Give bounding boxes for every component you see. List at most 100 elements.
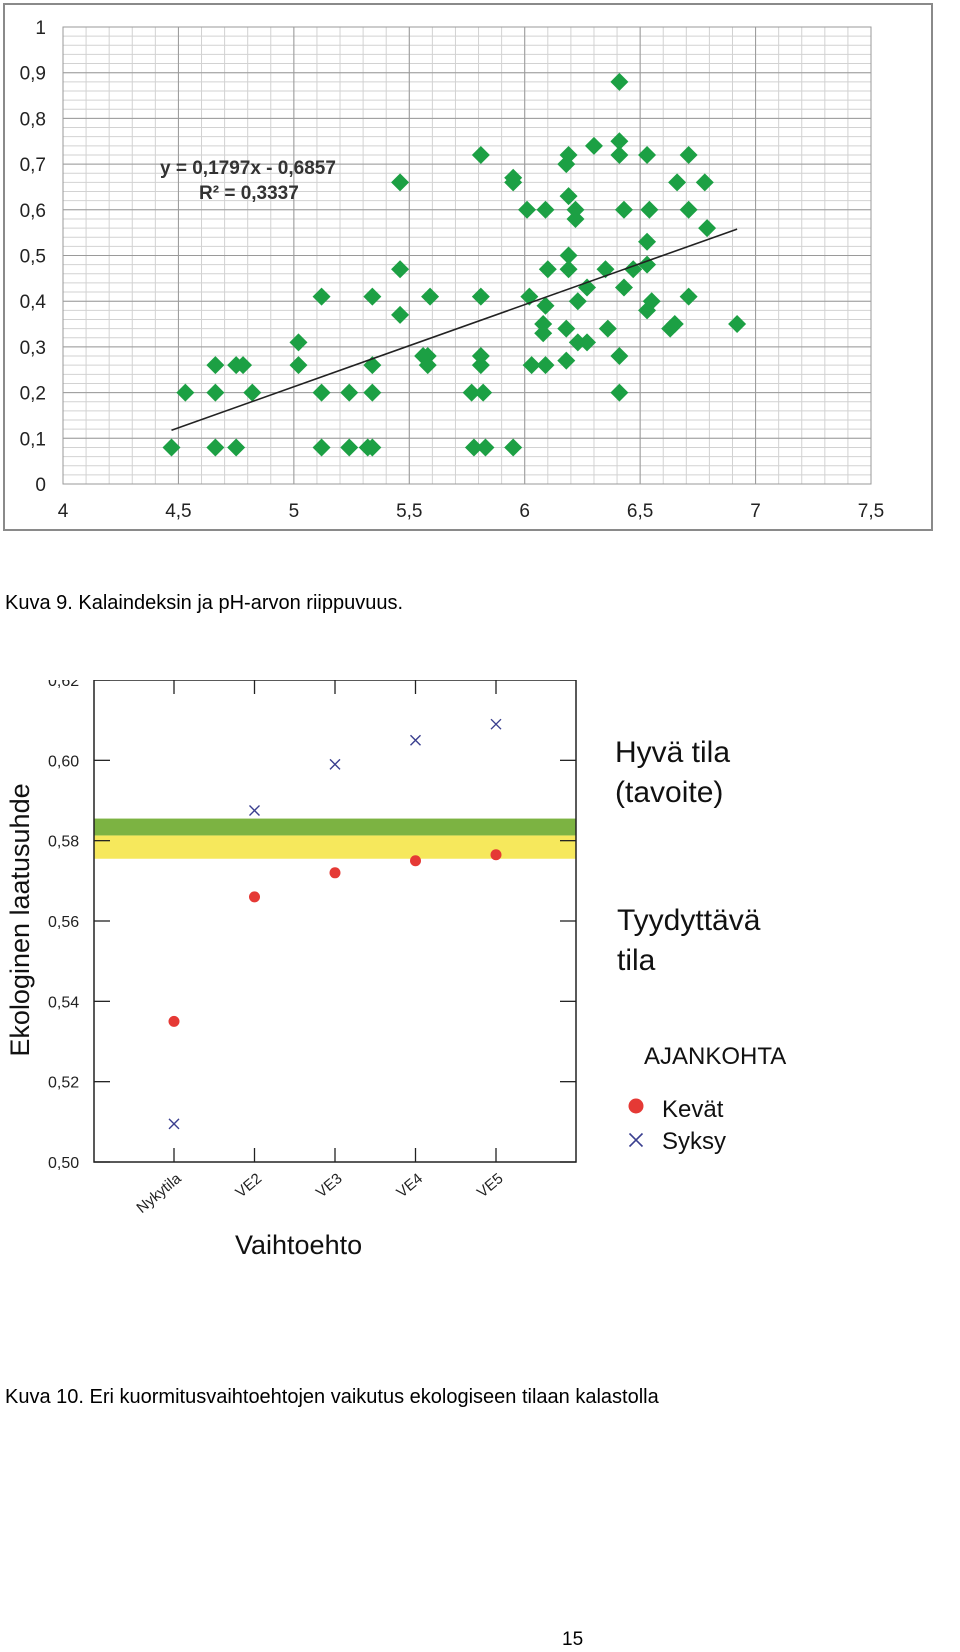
legend-kevat-label: Kevät	[662, 1096, 724, 1123]
data-point	[476, 438, 495, 457]
kevat-point	[249, 891, 260, 903]
data-point	[471, 145, 490, 164]
data-point	[610, 132, 629, 151]
data-point	[340, 383, 359, 402]
data-point	[471, 356, 490, 375]
chart-frame	[3, 3, 933, 531]
data-point	[504, 438, 523, 457]
data-point	[312, 287, 331, 306]
y-tick-label: 0	[35, 475, 46, 496]
data-point	[418, 356, 437, 375]
x-tick-label: VE4	[393, 1170, 426, 1201]
x-tick-label: 6	[519, 501, 530, 522]
x-tick-label: Nykytila	[133, 1170, 185, 1217]
y-tick-label: 0,54	[48, 994, 79, 1011]
data-point	[698, 219, 717, 238]
data-point	[391, 260, 410, 279]
data-point	[536, 356, 555, 375]
y-tick-label: 0,2	[20, 384, 46, 405]
data-point	[679, 145, 698, 164]
legend-syksy-marker	[628, 1132, 644, 1148]
data-point	[289, 356, 308, 375]
data-point	[462, 383, 481, 402]
data-point	[610, 383, 629, 402]
data-point	[566, 200, 585, 219]
data-point	[234, 356, 253, 375]
data-point	[534, 324, 553, 343]
data-point	[559, 187, 578, 206]
data-point	[340, 438, 359, 457]
data-point	[471, 347, 490, 366]
data-point	[559, 246, 578, 265]
x-tick-label: 4	[58, 501, 69, 522]
x-tick-label: VE2	[232, 1170, 265, 1201]
data-point	[418, 347, 437, 366]
x-tick-label: 6,5	[627, 501, 653, 522]
data-point	[610, 145, 629, 164]
data-point	[638, 232, 657, 251]
y-tick-label: 0,5	[20, 247, 46, 268]
y-tick-label: 0,4	[20, 292, 47, 313]
data-point	[578, 278, 597, 297]
data-point	[227, 438, 246, 457]
ph-fish-index-scatter-chart: 4 4,5 5 5,5 6 6,5 7 7,5 0 0,1 0,2 0,3 0,4 0,5 0,6 0,7 0,…	[3, 3, 933, 531]
data-point	[568, 292, 587, 311]
band-satisfactory	[94, 835, 576, 859]
data-point	[668, 173, 687, 192]
data-point	[363, 287, 382, 306]
data-point	[559, 145, 578, 164]
data-point	[614, 200, 633, 219]
trendline-r-squared: R² = 0,3337	[199, 183, 299, 204]
band-good	[94, 818, 576, 836]
data-point	[363, 438, 382, 457]
data-point	[568, 333, 587, 352]
y-tick-label: 0,3	[20, 338, 46, 359]
data-point	[559, 260, 578, 279]
data-point	[312, 383, 331, 402]
data-point	[206, 383, 225, 402]
x-tick-label: 5,5	[396, 501, 422, 522]
ecological-status-chart: 0,50 0,52 0,54 0,56 0,58 0,60 0,62 Nykytila VE2 V…	[5, 680, 786, 1260]
data-point	[391, 173, 410, 192]
kevat-point	[490, 849, 502, 861]
band-label-satisfactory-line2: tila	[617, 944, 656, 977]
data-point	[162, 438, 181, 457]
kevat-point	[168, 1015, 180, 1027]
page-number: 15	[562, 1629, 584, 1650]
data-point	[536, 200, 555, 219]
data-point	[557, 351, 576, 370]
y-tick-label: 0,1	[20, 429, 46, 450]
data-point	[614, 278, 633, 297]
y-tick-label: 0,50	[48, 1155, 79, 1172]
data-point	[289, 333, 308, 352]
x-tick-label: 4,5	[165, 501, 191, 522]
data-point	[474, 383, 493, 402]
x-tick-label: VE5	[474, 1170, 507, 1201]
syksy-point	[329, 758, 341, 770]
y-tick-label: 0,6	[20, 201, 46, 222]
data-point	[638, 145, 657, 164]
y-tick-label: 0,60	[48, 753, 79, 770]
data-point	[534, 315, 553, 334]
data-point	[243, 383, 262, 402]
y-tick-label: 0,56	[48, 914, 79, 931]
x-tick-label: VE3	[313, 1170, 346, 1201]
band-label-good-line1: Hyvä tila	[615, 736, 730, 769]
figure-9-caption: Kuva 9. Kalaindeksin ja pH-arvon riippuv…	[5, 592, 403, 614]
syksy-point	[249, 805, 260, 817]
data-point	[363, 383, 382, 402]
data-point	[504, 173, 523, 192]
data-point	[176, 383, 195, 402]
data-point	[557, 319, 576, 338]
data-point	[610, 347, 629, 366]
data-point	[518, 200, 537, 219]
y-tick-label: 0,52	[48, 1075, 79, 1092]
trendline	[171, 228, 738, 432]
data-point	[598, 319, 617, 338]
data-point	[566, 209, 585, 228]
y-tick-label: 0,9	[20, 64, 46, 85]
data-point	[578, 333, 597, 352]
y-tick-label: 0,7	[20, 155, 46, 176]
data-point	[665, 315, 684, 334]
syksy-point	[168, 1118, 180, 1130]
